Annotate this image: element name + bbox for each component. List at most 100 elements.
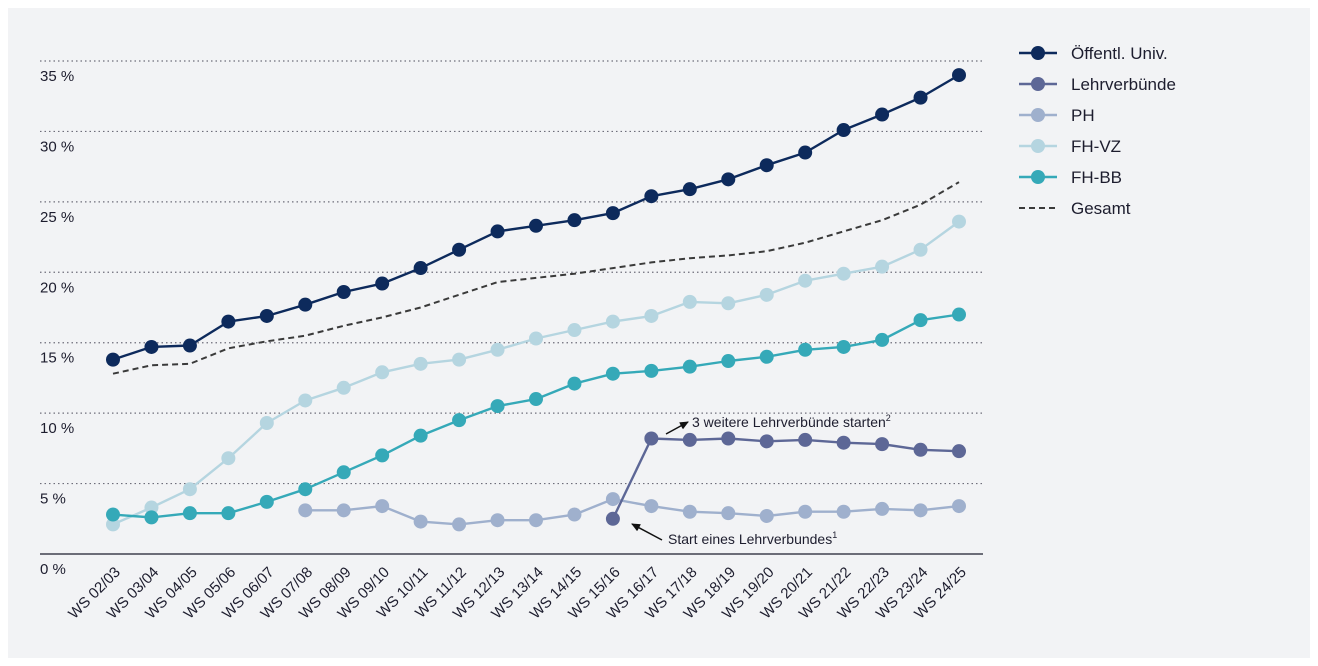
data-point [798,432,813,447]
data-point [221,506,236,521]
data-point [182,338,197,353]
data-point [106,507,120,522]
data-point [144,500,159,515]
y-tick-label-20: 20 % [40,279,74,296]
data-point [298,482,313,497]
data-point [682,359,697,374]
data-point [221,314,236,329]
series-gesamt [112,181,960,375]
series-line-lehrverbunde [611,437,960,520]
data-point [913,90,928,105]
data-point [875,332,890,347]
series-lehrverbunde [605,431,966,526]
data-point [144,339,159,354]
data-point [182,482,197,497]
data-point [682,504,697,519]
data-point [490,342,505,357]
data-point [913,503,928,518]
data-point [490,399,505,414]
data-point [913,313,928,328]
data-point [605,366,620,381]
data-point [759,158,774,173]
series-group [106,68,966,532]
data-point [298,503,313,518]
data-point [644,189,659,204]
legend-item-offentl-univ: Öffentl. Univ. [1019,44,1168,63]
data-point [759,287,774,302]
series-line-ph [305,497,960,526]
series-line-offentl-univ [112,74,960,361]
data-point [605,511,620,526]
series-ph [298,492,966,532]
legend-swatch-marker [1031,139,1045,153]
y-tick-label-30: 30 % [40,138,74,155]
legend-item-fh-vz: FH-VZ [1019,137,1121,156]
data-point [259,308,274,323]
data-point [529,392,543,407]
data-point [298,297,313,312]
legend-label: Gesamt [1071,199,1131,218]
data-point [529,331,543,346]
data-point [721,354,736,369]
data-point [644,308,659,323]
y-tick-label-5: 5 % [40,491,66,508]
data-point [875,437,890,452]
series-line-fh-vz [112,220,960,526]
data-point [798,273,813,288]
data-point [452,517,467,532]
data-point [875,259,890,274]
data-point [259,494,274,509]
data-point [836,266,851,281]
data-point [490,513,505,528]
data-point [529,513,543,528]
data-point [106,352,120,367]
legend-label: Lehrverbünde [1071,75,1176,94]
data-point [413,514,428,529]
data-point [336,380,351,395]
data-point [452,352,467,367]
data-point [567,376,582,391]
data-point [567,507,582,522]
data-point [952,307,966,322]
data-point [682,182,697,197]
annotation-lehrverbuende-start: 3 weitere Lehrverbünde starten2 [692,413,891,430]
legend-item-lehrverbunde: Lehrverbünde [1019,75,1176,94]
annotation-arrow [665,421,689,435]
data-point [413,428,428,443]
data-point [644,499,659,514]
chart-panel: 0 % 5 % 10 % 15 % 20 % 25 % 30 % 35 % WS 02/03 W… [8,8,1310,658]
data-point [567,213,582,228]
legend-swatch-marker [1031,77,1045,91]
data-point [682,432,697,447]
data-point [298,393,313,408]
data-point [721,431,736,446]
data-point [221,451,236,466]
data-point [375,276,390,291]
data-point [375,448,390,463]
series-offentl-univ [106,68,966,367]
data-point [567,323,582,338]
y-tick-label-15: 15 % [40,350,74,367]
legend-label: FH-VZ [1071,137,1121,156]
legend-label: Öffentl. Univ. [1071,44,1168,63]
data-point [452,413,467,428]
data-point [490,224,505,239]
legend-swatch-marker [1031,170,1045,184]
series-line-gesamt [112,181,960,375]
data-point [913,242,928,257]
series-fh-bb [106,307,966,525]
data-point [836,504,851,519]
data-point [106,517,120,532]
y-tick-label-0: 0 % [40,561,66,578]
data-point [605,206,620,221]
data-point [836,123,851,138]
data-point [875,501,890,516]
data-point [644,363,659,378]
data-point [798,342,813,357]
legend-swatch-marker [1031,108,1045,122]
data-point [798,145,813,160]
data-point [413,356,428,371]
data-point [682,294,697,309]
data-point [375,365,390,380]
